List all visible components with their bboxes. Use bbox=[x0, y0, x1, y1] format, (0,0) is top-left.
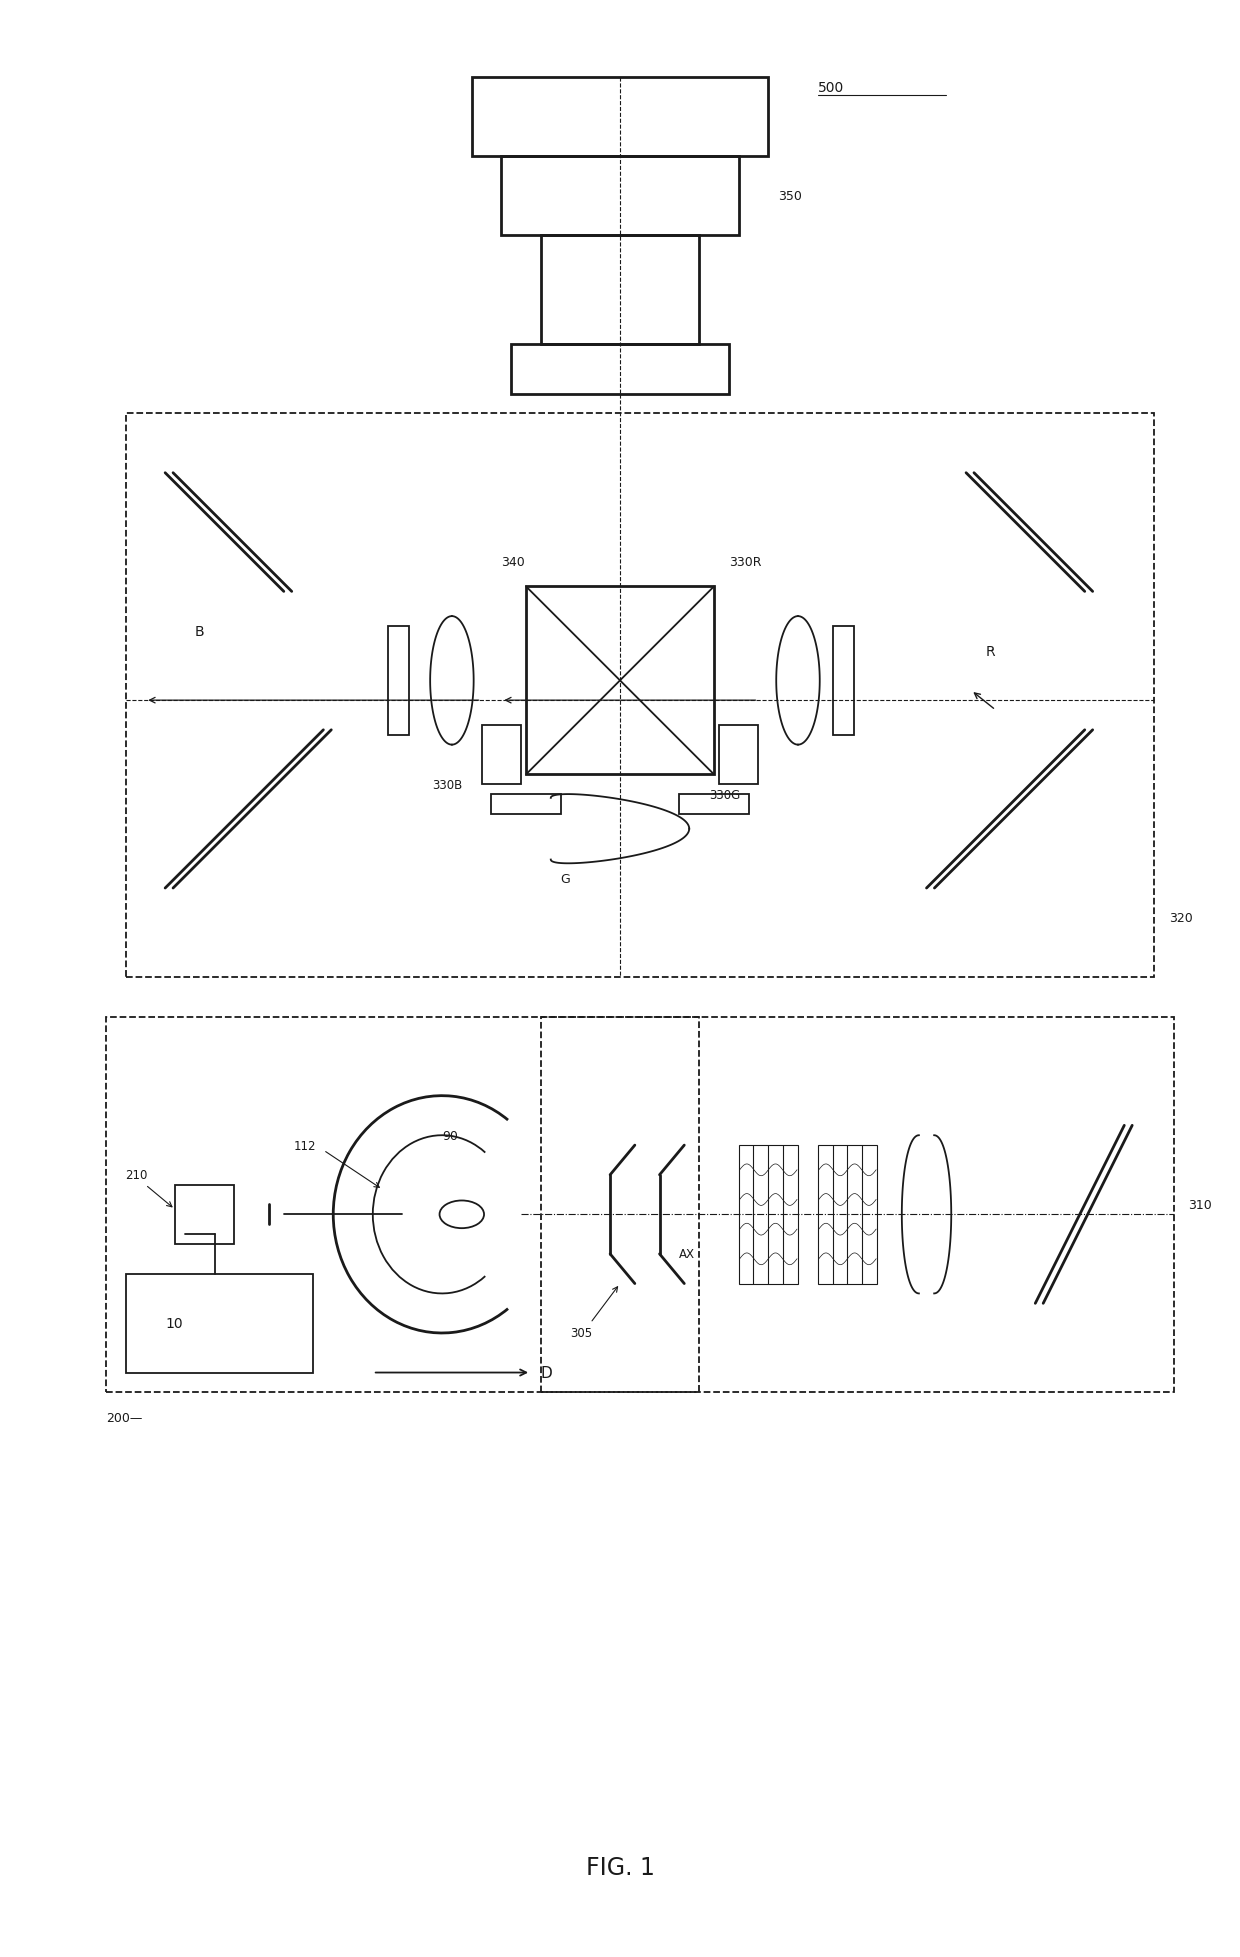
Text: 310: 310 bbox=[1189, 1198, 1213, 1211]
Text: G: G bbox=[560, 873, 570, 885]
Text: 112: 112 bbox=[294, 1139, 316, 1153]
Text: FIG. 1: FIG. 1 bbox=[585, 1855, 655, 1879]
Bar bbox=[719, 726, 759, 785]
Bar bbox=[105, 1018, 699, 1393]
Text: 210: 210 bbox=[125, 1168, 148, 1182]
Text: 90: 90 bbox=[441, 1129, 458, 1143]
Text: 10: 10 bbox=[165, 1317, 182, 1331]
Text: 350: 350 bbox=[779, 190, 802, 204]
Bar bbox=[739, 1145, 799, 1284]
Bar bbox=[541, 237, 699, 344]
Text: 330B: 330B bbox=[432, 779, 463, 791]
Text: 500: 500 bbox=[817, 80, 844, 96]
Bar bbox=[125, 415, 1154, 977]
Text: 330G: 330G bbox=[709, 789, 740, 800]
Bar bbox=[511, 344, 729, 395]
Text: B: B bbox=[195, 624, 205, 638]
Text: 305: 305 bbox=[570, 1327, 593, 1341]
Bar bbox=[125, 1274, 314, 1372]
Text: D: D bbox=[541, 1366, 553, 1380]
Text: 320: 320 bbox=[1169, 912, 1193, 926]
Bar bbox=[541, 1018, 1174, 1393]
Bar bbox=[471, 78, 769, 157]
Bar bbox=[526, 587, 714, 775]
Bar bbox=[817, 1145, 877, 1284]
Bar bbox=[175, 1186, 234, 1245]
Text: 330R: 330R bbox=[729, 556, 761, 569]
Bar bbox=[501, 157, 739, 237]
Bar bbox=[481, 726, 521, 785]
Text: 340: 340 bbox=[501, 556, 525, 569]
Text: 200—: 200— bbox=[105, 1411, 143, 1425]
Bar bbox=[491, 795, 560, 814]
Text: R: R bbox=[986, 644, 996, 658]
Text: AX: AX bbox=[680, 1249, 696, 1260]
Bar bbox=[388, 626, 409, 736]
Bar bbox=[680, 795, 749, 814]
Bar bbox=[832, 626, 854, 736]
